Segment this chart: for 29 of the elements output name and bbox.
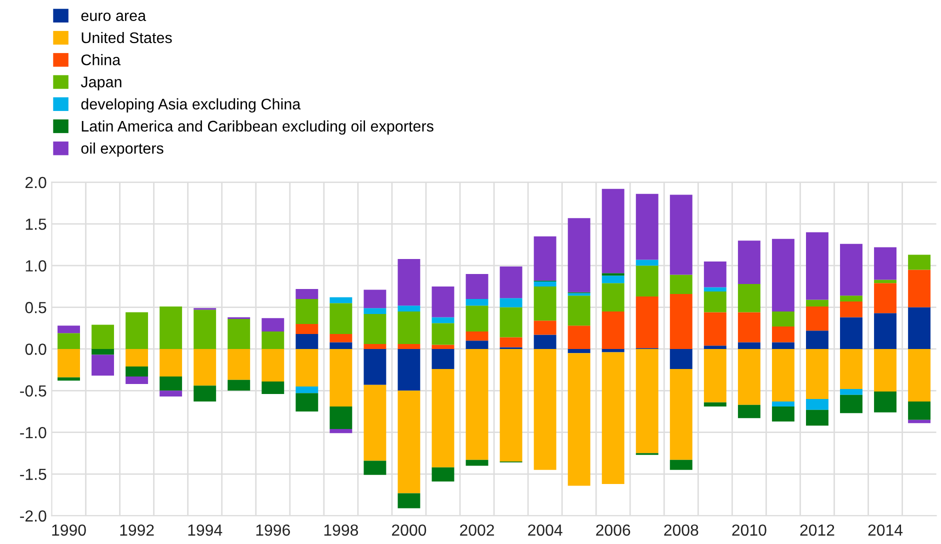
y-tick-label: 2.0 bbox=[25, 176, 46, 188]
x-tick-label: 2010 bbox=[732, 524, 766, 536]
x-tick-label: 2014 bbox=[868, 524, 903, 536]
x-tick-label: 2002 bbox=[460, 524, 494, 536]
x-tick-label: 1994 bbox=[188, 524, 222, 536]
y-tick-label: 0.0 bbox=[25, 344, 46, 355]
x-tick-label: 1998 bbox=[324, 524, 358, 536]
x-tick-label: 2006 bbox=[596, 524, 630, 536]
y-tick-label: -1.5 bbox=[20, 468, 46, 480]
legend-label: United States bbox=[82, 32, 172, 44]
legend-label: euro area bbox=[81, 12, 146, 22]
x-tick-label: 2004 bbox=[528, 524, 562, 536]
x-tick-label: 1996 bbox=[256, 524, 290, 536]
y-tick-label: 1.5 bbox=[26, 218, 46, 230]
x-tick-label: 1990 bbox=[52, 524, 86, 536]
y-tick-label: -0.5 bbox=[20, 385, 46, 397]
x-tick-label: 2008 bbox=[664, 524, 698, 536]
y-tick-label: 1.0 bbox=[26, 260, 46, 272]
legend-label: developing Asia excluding China bbox=[81, 98, 301, 113]
y-tick-label: -2.0 bbox=[20, 510, 46, 522]
legend-label: China bbox=[81, 54, 121, 66]
legend-label: oil exporters bbox=[81, 142, 164, 157]
legend-label: Latin America and Caribbean excluding oil exporters bbox=[82, 120, 434, 135]
x-tick-label: 1992 bbox=[120, 524, 154, 536]
y-tick-label: -1.0 bbox=[20, 426, 46, 438]
x-tick-label: 2000 bbox=[392, 524, 426, 536]
x-tick-label: 2012 bbox=[800, 524, 834, 536]
legend-label: Japan bbox=[80, 76, 122, 90]
y-tick-label: 0.5 bbox=[25, 302, 46, 314]
